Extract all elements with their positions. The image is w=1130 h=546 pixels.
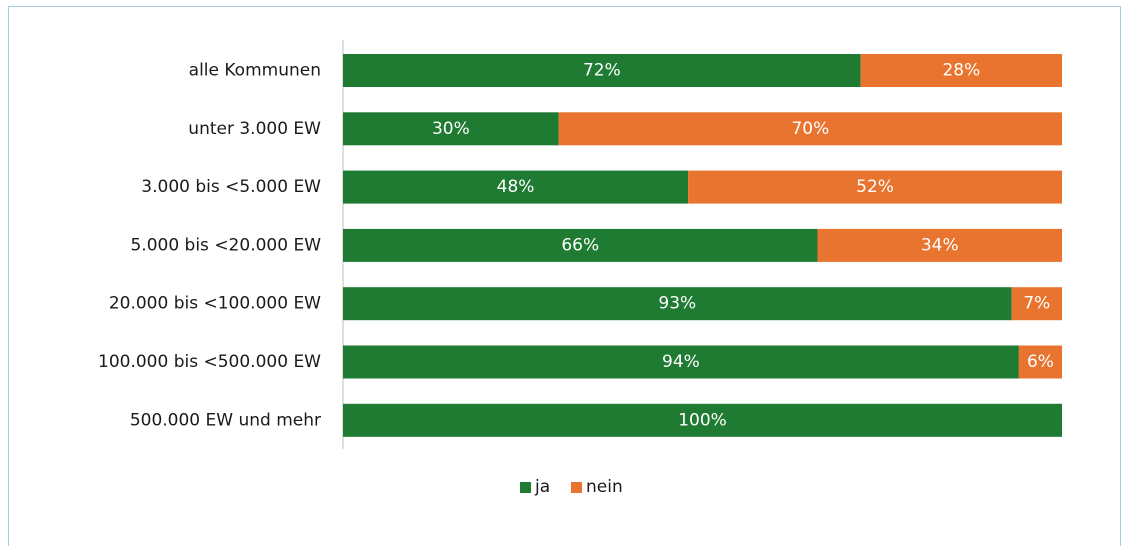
data-label-ja: 48% — [497, 177, 535, 197]
data-label-ja: 94% — [662, 352, 700, 372]
bar-segment-ja — [343, 403, 1062, 437]
data-label-ja: 100% — [678, 410, 727, 430]
category-labels: alle Kommunen unter 3.000 EW 3.000 bis <5.… — [98, 61, 321, 431]
bar-segment-ja — [343, 112, 559, 146]
bar-segment-nein — [817, 228, 1062, 262]
legend-label-nein: nein — [586, 477, 623, 497]
data-label-nein: 52% — [856, 177, 894, 197]
legend-swatch-nein — [571, 482, 582, 493]
data-label-ja: 30% — [432, 119, 470, 139]
legend-swatch-ja — [520, 482, 531, 493]
data-label-nein: 7% — [1023, 294, 1050, 314]
data-label-ja: 93% — [658, 294, 696, 314]
legend-label-ja: ja — [534, 477, 550, 497]
bar-segment-ja — [343, 228, 818, 262]
chart-frame — [8, 6, 1121, 546]
bar-segment-nein — [558, 112, 1062, 146]
data-label-nein: 28% — [942, 61, 980, 81]
category-label: alle Kommunen — [189, 61, 321, 81]
data-label-ja: 72% — [583, 61, 621, 81]
bar-segment-nein — [1011, 287, 1062, 321]
category-label: 100.000 bis <500.000 EW — [98, 352, 321, 372]
category-label: unter 3.000 EW — [188, 119, 321, 139]
legend: ja nein — [520, 477, 623, 497]
data-label-ja: 66% — [561, 235, 599, 255]
bar-segment-ja — [343, 170, 689, 204]
bars — [343, 54, 1062, 437]
data-label-nein: 6% — [1027, 352, 1054, 372]
bar-segment-ja — [343, 54, 861, 87]
bar-segment-nein — [860, 54, 1062, 87]
bar-segment-ja — [343, 287, 1012, 321]
category-label: 3.000 bis <5.000 EW — [141, 177, 321, 197]
bar-segment-nein — [688, 170, 1062, 204]
data-label-nein: 34% — [921, 235, 959, 255]
bar-segment-ja — [343, 345, 1019, 379]
data-label-nein: 70% — [791, 119, 829, 139]
data-labels: 72% 28% 30% 70% 48% 52% 66% 34% 93% 7% 94% 6% 100% — [432, 61, 1054, 431]
category-label: 5.000 bis <20.000 EW — [130, 235, 321, 255]
bar-segment-nein — [1018, 345, 1062, 379]
category-label: 500.000 EW und mehr — [130, 410, 321, 430]
category-label: 20.000 bis <100.000 EW — [109, 294, 321, 314]
